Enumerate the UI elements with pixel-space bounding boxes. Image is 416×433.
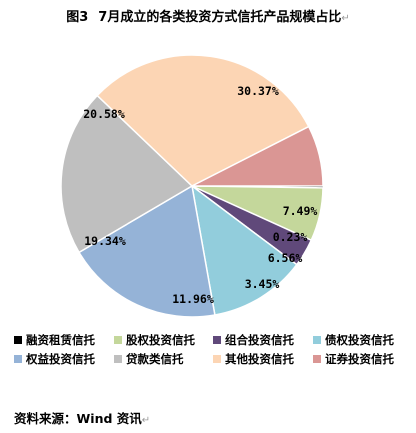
pie-data-label: 7.49% [283, 204, 318, 218]
legend-label: 债权投资信托 [325, 333, 394, 347]
legend-item: 贷款类信托 [114, 351, 184, 367]
pie-data-labels: 0.23% 6.56% 3.45% 11.96% 19.34% 20.58% 30.37% 7… [83, 84, 317, 306]
pie-slice [190, 184, 298, 316]
legend-label: 融资租赁信托 [26, 333, 95, 347]
pie-slice [60, 94, 194, 254]
legend-item: 债权投资信托 [313, 332, 394, 348]
chart-title: 图3 7月成立的各类投资方式信托产品规模占比↵ [0, 6, 416, 25]
legend-swatch [213, 336, 221, 344]
pie-data-label: 6.56% [268, 251, 303, 265]
legend-item: 股权投资信托 [114, 332, 195, 348]
pie-slice [78, 184, 216, 318]
legend-label: 证券投资信托 [325, 352, 394, 366]
legend-swatch [213, 355, 221, 363]
legend-swatch [114, 336, 122, 344]
legend-swatch [313, 355, 321, 363]
legend-item: 权益投资信托 [14, 351, 95, 367]
paragraph-mark: ↵ [141, 415, 151, 426]
legend-item: 融资租赁信托 [14, 332, 95, 348]
legend-swatch [14, 336, 22, 344]
pie-data-label: 30.37% [237, 84, 279, 98]
legend-item: 组合投资信托 [213, 332, 294, 348]
legend-item: 证券投资信托 [313, 351, 394, 367]
legend-label: 权益投资信托 [26, 352, 95, 366]
legend-label: 其他投资信托 [225, 352, 294, 366]
source-text: 资料来源：Wind 资讯 [14, 411, 142, 426]
pie-data-label: 20.58% [83, 107, 125, 121]
legend-swatch [313, 336, 321, 344]
pie-data-label: 19.34% [84, 234, 126, 248]
legend-label: 贷款类信托 [126, 352, 184, 366]
source-note: 资料来源：Wind 资讯↵ [14, 408, 150, 427]
pie-chart: 0.23% 6.56% 3.45% 11.96% 19.34% 20.58% 30.37% 7… [60, 54, 324, 318]
legend-label: 组合投资信托 [225, 333, 294, 347]
pie-data-label: 3.45% [245, 277, 280, 291]
pie-slice [191, 125, 324, 187]
pie-slices [60, 54, 324, 318]
paragraph-mark: ↵ [341, 13, 350, 24]
title-text: 7月成立的各类投资方式信托产品规模占比 [98, 10, 342, 25]
legend-swatch [114, 355, 122, 363]
legend-item: 其他投资信托 [213, 351, 294, 367]
legend-label: 股权投资信托 [126, 333, 195, 347]
pie-data-label: 0.23% [273, 230, 308, 244]
legend-swatch [14, 355, 22, 363]
figure-number: 图3 [66, 10, 89, 25]
pie-data-label: 11.96% [172, 292, 214, 306]
